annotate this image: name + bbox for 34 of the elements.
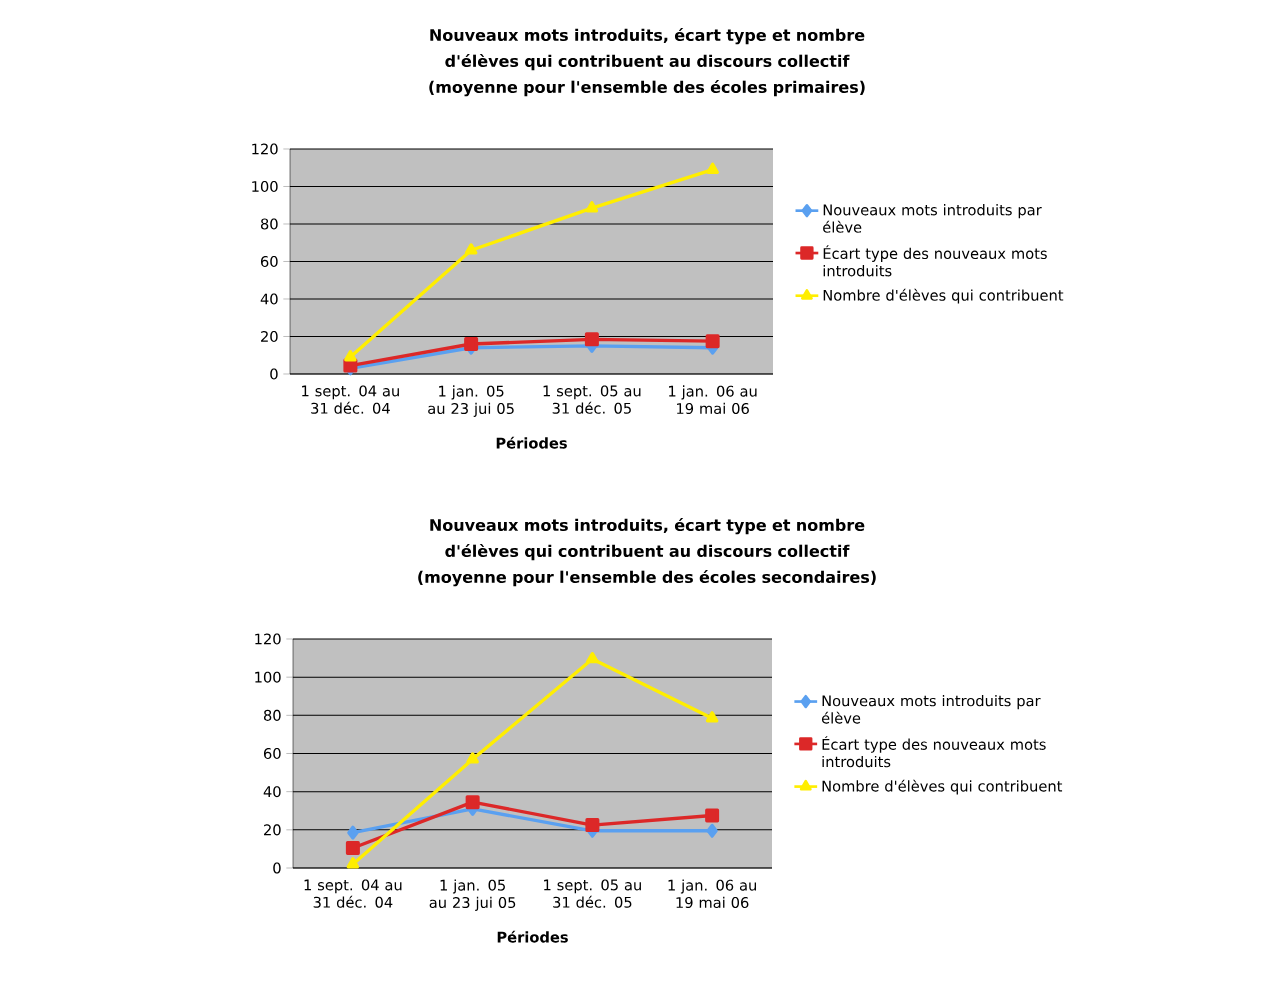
x-tick-label: 1 sept. 04 au 31 déc. 04 bbox=[304, 879, 402, 908]
y-tick-label: 0 bbox=[270, 368, 278, 380]
y-tick-label: 20 bbox=[261, 330, 278, 343]
y-tick-label: 60 bbox=[263, 747, 281, 760]
x-tick-label: 1 jan. 05 au 23 jui 05 bbox=[429, 879, 516, 911]
y-tick-label: 60 bbox=[260, 255, 278, 268]
y-tick-label: 20 bbox=[264, 824, 281, 836]
x-tick-label: 1 jan. 05 au 23 jui 05 bbox=[428, 385, 514, 417]
legend-label: Écart type des nouveaux mots introduits bbox=[823, 245, 1047, 277]
legend-label: Nouveaux mots introduits par élève bbox=[823, 204, 1042, 233]
y-tick-label: 80 bbox=[263, 709, 281, 721]
x-tick-label: 1 jan. 06 au 19 mai 06 bbox=[669, 385, 757, 415]
y-tick-label: 120 bbox=[255, 633, 281, 645]
x-tick-label: 1 sept. 04 au 31 déc. 04 bbox=[302, 385, 399, 414]
y-tick-label: 80 bbox=[260, 218, 278, 230]
x-axis-title: Périodes bbox=[496, 436, 567, 449]
legend-label: Nombre d'élèves qui contribuent bbox=[823, 288, 1064, 304]
y-tick-label: 40 bbox=[263, 786, 281, 798]
legend-label: Nombre d'élèves qui contribuent bbox=[822, 779, 1063, 795]
x-tick-label: 1 sept. 05 au 31 déc. 05 bbox=[543, 385, 641, 414]
y-tick-label: 120 bbox=[252, 143, 278, 155]
legend-label: Nouveaux mots introduits par élève bbox=[821, 694, 1041, 724]
y-tick-label: 40 bbox=[260, 293, 278, 305]
legend-label: Écart type des nouveaux mots introduits bbox=[822, 736, 1046, 768]
chart-title: Nouveaux mots introduits, écart type et nombre d'élèves qui contribuent au discours collectif bbox=[430, 518, 865, 561]
y-tick-label: 100 bbox=[252, 180, 278, 193]
x-tick-label: 1 sept. 05 au 31 déc. 05 bbox=[544, 879, 641, 908]
y-tick-label: 100 bbox=[255, 671, 281, 683]
chart-subtitle: (moyenne pour l'ensemble des écoles secondaires) bbox=[418, 570, 876, 587]
chart-subtitle: (moyenne pour l'ensemble des écoles primaires) bbox=[429, 80, 865, 97]
x-axis-title: Périodes bbox=[497, 930, 568, 943]
y-tick-label: 0 bbox=[273, 862, 281, 874]
chart-title: Nouveaux mots introduits, écart type et nombre d'élèves qui contribuent au discours collectif bbox=[430, 28, 865, 71]
x-tick-label: 1 jan. 06 au 19 mai 06 bbox=[668, 879, 756, 909]
